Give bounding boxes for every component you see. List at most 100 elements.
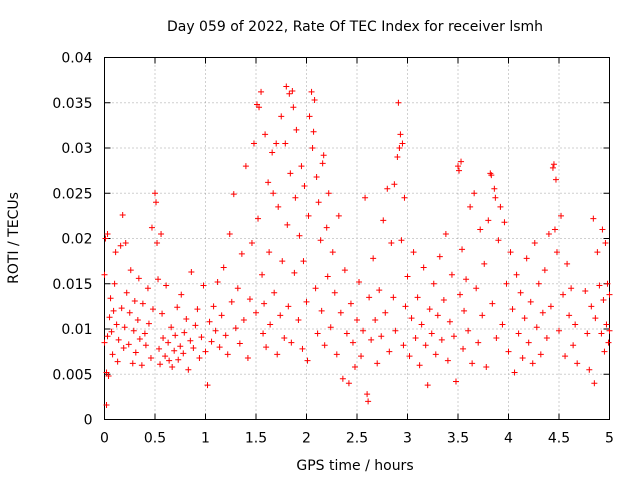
data-point	[430, 280, 437, 287]
data-point	[141, 330, 148, 337]
data-point	[104, 230, 111, 237]
data-point	[382, 309, 389, 316]
data-point	[132, 349, 139, 356]
data-point	[112, 249, 119, 256]
data-point	[310, 128, 317, 135]
data-point	[273, 140, 280, 147]
data-point	[220, 264, 227, 271]
data-point	[541, 267, 548, 274]
data-point	[292, 194, 299, 201]
data-point	[163, 282, 170, 289]
data-point	[507, 249, 514, 256]
data-point	[465, 327, 472, 334]
data-point	[106, 314, 113, 321]
data-point	[320, 152, 327, 159]
data-point	[572, 321, 579, 328]
data-point	[401, 194, 408, 201]
chart-title: Day 059 of 2022, Rate Of TEC Index for r…	[167, 19, 543, 35]
data-point	[301, 183, 308, 190]
data-point	[410, 249, 417, 256]
data-point	[149, 306, 156, 313]
y-tick-label: 0.01	[61, 322, 92, 338]
data-point	[539, 309, 546, 316]
data-point	[185, 366, 192, 373]
data-point	[236, 340, 243, 347]
data-point	[152, 190, 158, 197]
data-point	[370, 255, 377, 262]
data-point	[172, 332, 179, 339]
data-point	[599, 226, 606, 233]
data-point	[551, 226, 558, 233]
data-point	[159, 310, 166, 317]
data-point	[287, 170, 294, 177]
data-point	[303, 298, 310, 305]
data-point	[144, 285, 151, 292]
data-point	[117, 242, 124, 249]
data-point	[188, 268, 195, 275]
data-point	[271, 289, 278, 296]
x-tick-label: 3.5	[447, 431, 469, 447]
data-point	[306, 113, 313, 120]
data-point	[604, 280, 611, 287]
data-point	[135, 275, 142, 282]
data-point	[384, 185, 391, 192]
data-point	[372, 316, 379, 323]
data-point	[160, 335, 167, 342]
data-point	[582, 287, 589, 294]
data-point	[519, 354, 526, 361]
data-point	[288, 339, 295, 346]
data-point	[378, 333, 385, 340]
data-point	[432, 351, 439, 358]
data-point	[456, 167, 463, 174]
data-point	[267, 321, 274, 328]
data-point	[202, 348, 209, 355]
data-point	[556, 327, 562, 334]
data-point	[325, 190, 332, 197]
x-tick-label: 1	[201, 431, 210, 447]
data-point	[260, 330, 267, 337]
data-point	[130, 327, 137, 334]
data-point	[238, 250, 245, 257]
data-point	[125, 341, 132, 348]
data-point	[293, 126, 300, 133]
data-point	[354, 316, 360, 323]
data-point	[329, 249, 336, 256]
data-point	[192, 322, 199, 329]
y-tick-label: 0.035	[52, 96, 92, 112]
data-point	[246, 296, 253, 303]
data-point	[592, 315, 599, 322]
data-point	[126, 309, 133, 316]
data-point	[574, 360, 581, 367]
data-point	[190, 345, 197, 352]
data-point	[477, 226, 484, 233]
data-point	[244, 354, 251, 361]
data-point	[537, 351, 544, 358]
data-point	[406, 353, 413, 360]
data-point	[450, 333, 457, 340]
x-tick-label: 4.5	[548, 431, 570, 447]
data-point	[457, 291, 464, 298]
data-point	[168, 324, 175, 331]
data-point	[436, 253, 443, 260]
data-point	[204, 382, 211, 389]
data-point	[467, 203, 474, 210]
data-point	[158, 230, 165, 237]
data-point	[175, 356, 182, 363]
data-point	[503, 280, 510, 287]
x-tick-labels: 0 0.5 1 1.5 2 2.5 3 3.5 4 4.5 5	[100, 431, 614, 447]
data-point	[398, 237, 405, 244]
data-point	[228, 298, 235, 305]
data-point	[345, 380, 352, 387]
data-point	[552, 176, 559, 183]
data-point	[513, 271, 520, 278]
data-point	[250, 140, 257, 147]
data-point	[481, 260, 488, 267]
data-point	[493, 335, 500, 342]
data-point	[261, 300, 268, 307]
data-point	[564, 260, 571, 267]
data-point	[558, 212, 565, 219]
data-point	[570, 342, 577, 349]
data-point	[408, 315, 415, 322]
data-point	[440, 297, 447, 304]
data-point	[591, 380, 598, 387]
